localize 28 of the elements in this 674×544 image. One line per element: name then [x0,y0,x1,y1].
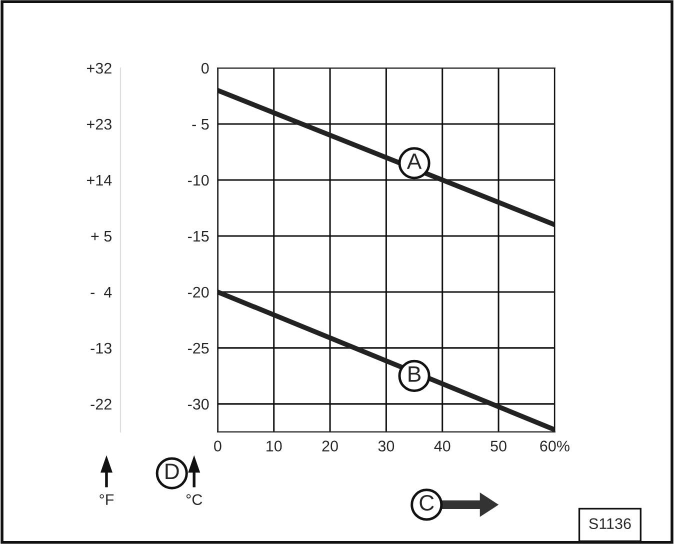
y2-tick-label: +23 [86,118,112,130]
y2-tick-label: + 5 [91,230,112,242]
y-tick-label: 0 [201,62,209,74]
x-tick-label: 40 [434,440,450,452]
y2-tick-label: +14 [86,175,112,186]
annotation: A [406,154,422,169]
y2-axis-title: °F [100,494,114,505]
y-tick-label: -30 [188,398,209,410]
x-tick-label: 0 [214,440,222,452]
x-tick-label: 50 [490,440,506,452]
y2-tick-label: -22 [90,398,112,410]
y-axis-title: °C [186,494,202,506]
y-tick-label: -20 [188,286,209,298]
y-tick-label: -15 [188,230,209,242]
y-tick-label: -25 [188,342,209,354]
x-tick-label: 20 [322,440,338,452]
y2-tick-label: +32 [86,62,112,74]
annotation: B [408,366,421,382]
text: D [166,464,179,480]
y-tick-label: - 5 [192,119,209,130]
x-axis-title: C [420,494,434,511]
x-tick-label: 60% [540,440,570,452]
x-tick-label: 10 [266,440,282,452]
y2-tick-label: - 4 [90,286,112,298]
text: S1136 [589,518,631,530]
y-tick-label: -10 [188,174,209,186]
x-tick-label: 30 [378,440,394,452]
y2-tick-label: -13 [90,342,112,354]
